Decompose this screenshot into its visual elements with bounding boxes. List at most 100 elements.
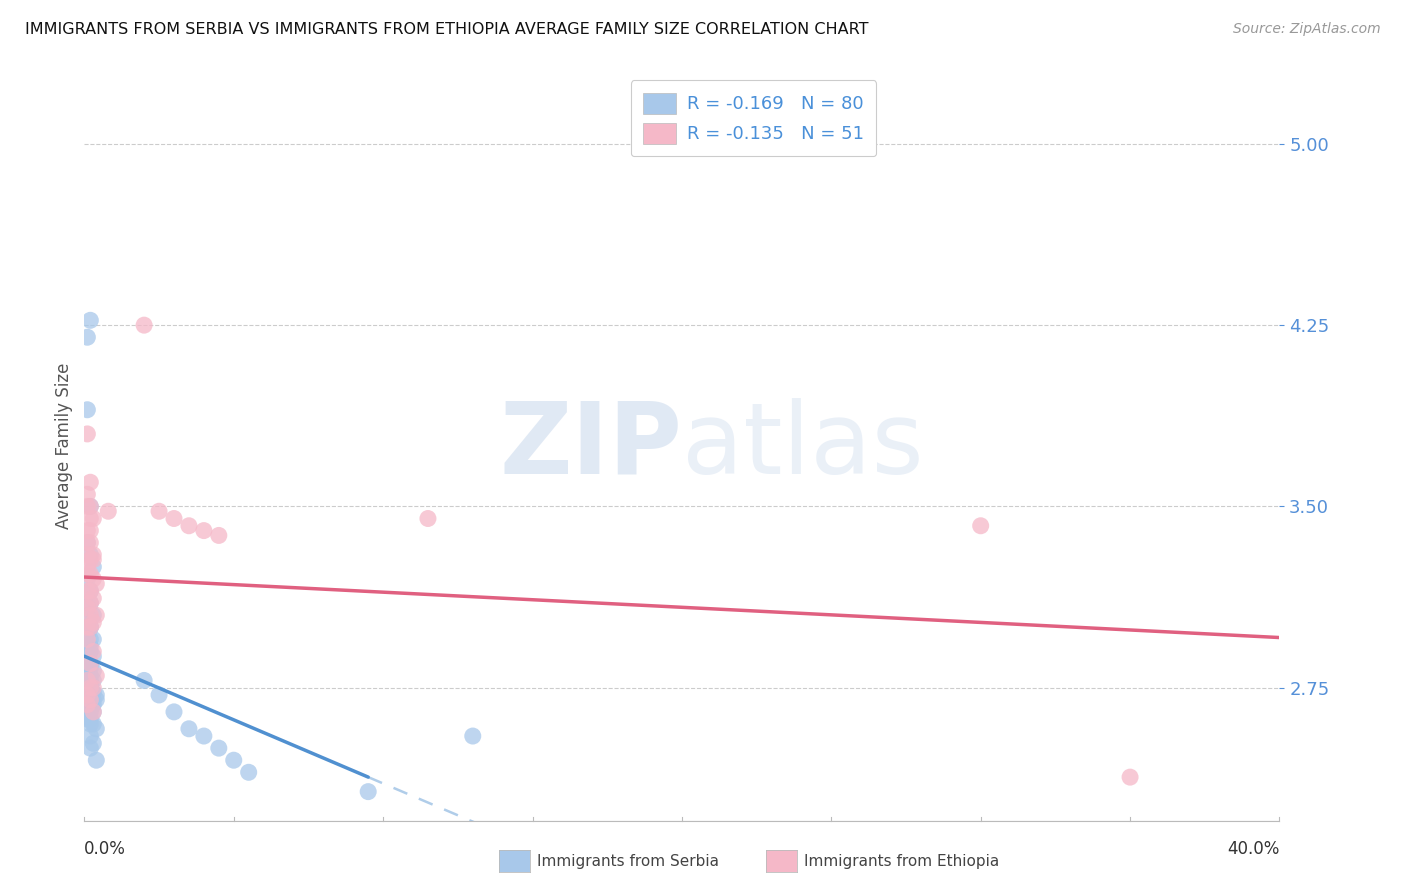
Point	[76, 661, 98, 675]
Point	[79, 657, 101, 671]
Point	[76, 693, 98, 707]
Point	[79, 500, 101, 514]
Point	[76, 524, 98, 538]
Point	[82, 705, 104, 719]
Point	[132, 318, 156, 333]
Text: IMMIGRANTS FROM SERBIA VS IMMIGRANTS FROM ETHIOPIA AVERAGE FAMILY SIZE CORRELATI: IMMIGRANTS FROM SERBIA VS IMMIGRANTS FRO…	[25, 22, 869, 37]
Point	[79, 620, 101, 634]
Point	[76, 657, 98, 671]
Point	[79, 668, 101, 682]
Point	[79, 608, 101, 623]
Point	[148, 688, 170, 702]
Point	[1119, 770, 1142, 784]
Point	[76, 620, 98, 634]
Point	[79, 657, 101, 671]
Point	[79, 741, 101, 756]
Point	[82, 698, 104, 712]
Point	[76, 685, 98, 699]
Point	[76, 673, 98, 688]
Point	[79, 688, 101, 702]
Point	[82, 552, 104, 566]
Point	[82, 548, 104, 562]
Point	[82, 685, 104, 699]
Point	[82, 681, 104, 695]
Point	[76, 644, 98, 658]
Point	[79, 685, 101, 699]
Legend: R = -0.169   N = 80, R = -0.135   N = 51: R = -0.169 N = 80, R = -0.135 N = 51	[631, 80, 876, 156]
Point	[86, 753, 108, 767]
Point	[148, 504, 170, 518]
Point	[76, 559, 98, 574]
Point	[79, 596, 101, 610]
Text: ZIP: ZIP	[499, 398, 682, 494]
Point	[79, 500, 101, 514]
Text: atlas: atlas	[682, 398, 924, 494]
Point	[970, 518, 993, 533]
Point	[79, 717, 101, 731]
Point	[79, 552, 101, 566]
Point	[82, 736, 104, 750]
Point	[76, 705, 98, 719]
Point	[76, 668, 98, 682]
Point	[79, 584, 101, 599]
Point	[76, 632, 98, 647]
Point	[79, 640, 101, 654]
Point	[79, 313, 101, 327]
Point	[82, 649, 104, 664]
Point	[79, 644, 101, 658]
Point	[163, 705, 186, 719]
Point	[86, 722, 108, 736]
Point	[82, 608, 104, 623]
Point	[79, 673, 101, 688]
Point	[76, 584, 98, 599]
Point	[76, 637, 98, 651]
Point	[86, 608, 108, 623]
Point	[79, 535, 101, 549]
Point	[76, 705, 98, 719]
Point	[208, 528, 231, 542]
Point	[76, 693, 98, 707]
Point	[82, 693, 104, 707]
Point	[79, 475, 101, 490]
Point	[79, 681, 101, 695]
Point	[79, 620, 101, 634]
Point	[79, 548, 101, 562]
Point	[76, 620, 98, 634]
Point	[76, 681, 98, 695]
Point	[82, 644, 104, 658]
Point	[82, 664, 104, 678]
Point	[76, 681, 98, 695]
Point	[79, 693, 101, 707]
Point	[86, 693, 108, 707]
Point	[76, 668, 98, 682]
Point	[76, 608, 98, 623]
Text: 40.0%: 40.0%	[1227, 840, 1279, 858]
Point	[79, 729, 101, 743]
Text: Immigrants from Ethiopia: Immigrants from Ethiopia	[804, 855, 1000, 869]
Point	[163, 511, 186, 525]
Point	[76, 712, 98, 726]
Point	[82, 572, 104, 586]
Point	[76, 673, 98, 688]
Point	[357, 784, 380, 798]
Point	[79, 693, 101, 707]
Point	[79, 698, 101, 712]
Point	[79, 681, 101, 695]
Point	[86, 668, 108, 682]
Point	[79, 567, 101, 582]
Point	[79, 584, 101, 599]
Point	[416, 511, 439, 525]
Point	[79, 698, 101, 712]
Point	[461, 729, 484, 743]
Point	[79, 620, 101, 634]
Y-axis label: Average Family Size: Average Family Size	[55, 363, 73, 529]
Point	[177, 722, 200, 736]
Point	[79, 676, 101, 690]
Text: Source: ZipAtlas.com: Source: ZipAtlas.com	[1233, 22, 1381, 37]
Point	[82, 559, 104, 574]
Point	[76, 487, 98, 501]
Point	[82, 615, 104, 630]
Point	[86, 688, 108, 702]
Point	[177, 518, 200, 533]
Point	[76, 572, 98, 586]
